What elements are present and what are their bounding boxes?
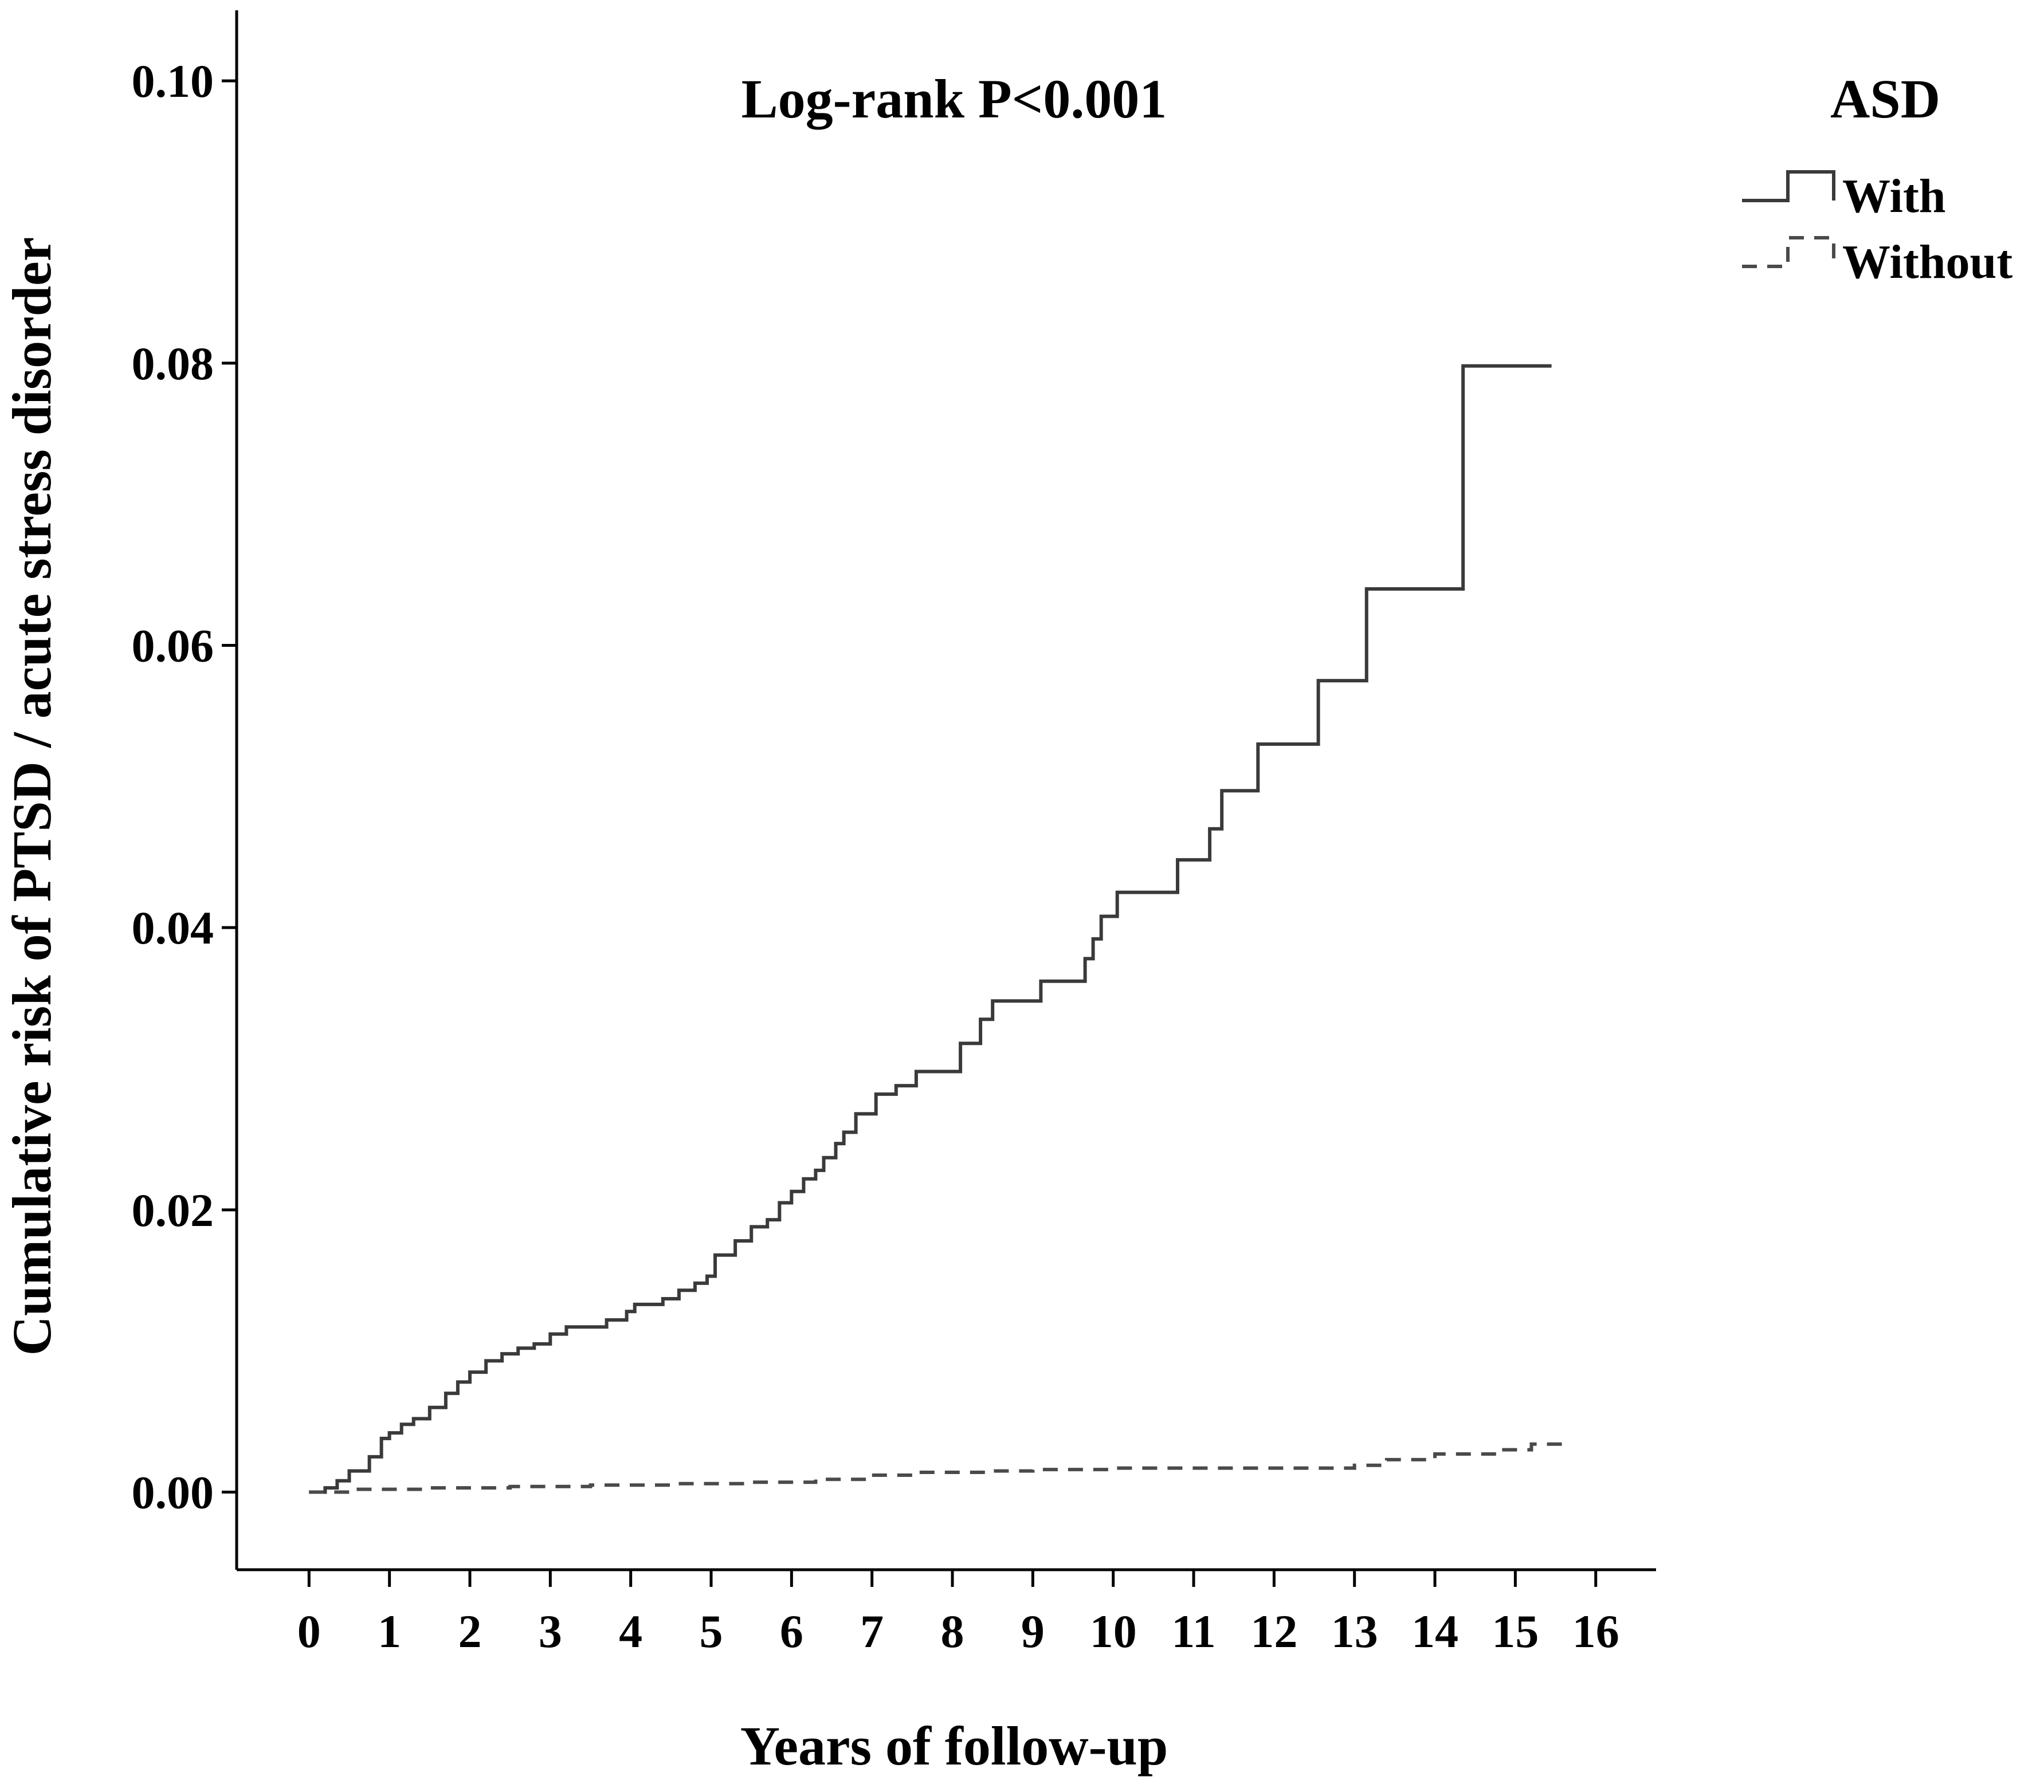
legend-swatch-with [1742, 170, 1835, 202]
x-tick-label: 13 [1331, 1605, 1378, 1657]
x-tick-label: 7 [860, 1605, 884, 1657]
y-tick-label: 0.10 [132, 55, 214, 107]
series-line-without [309, 1442, 1568, 1494]
legend-title: ASD [1830, 68, 1940, 129]
x-tick-label: 16 [1572, 1605, 1619, 1657]
series-line-with [309, 364, 1552, 1494]
log-rank-annotation: Log-rank P<0.001 [742, 68, 1167, 129]
y-tick-label: 0.08 [132, 337, 214, 390]
x-tick-label: 1 [378, 1605, 401, 1657]
x-tick-label: 12 [1250, 1605, 1297, 1657]
axes-layer: 0.000.020.040.060.080.100 1 2 3 4 5 6 7 8 9 10 11 12… [132, 10, 1656, 1657]
y-axis-title: Cumulative risk of PTSD / acute stress d… [1, 237, 62, 1356]
x-tick-label: 0 [297, 1605, 321, 1657]
legend-label-without: Without [1842, 235, 2012, 289]
x-tick-label: 4 [619, 1605, 642, 1657]
x-axis-title: Years of follow-up [740, 1715, 1168, 1777]
x-tick-label: 2 [458, 1605, 481, 1657]
x-tick-label: 3 [539, 1605, 562, 1657]
y-tick-label: 0.02 [132, 1184, 214, 1236]
legend-label-with: With [1842, 170, 1946, 223]
x-tick-label: 14 [1411, 1605, 1458, 1657]
x-tick-label: 11 [1171, 1605, 1215, 1657]
y-tick-label: 0.04 [132, 902, 214, 954]
y-tick-label: 0.00 [132, 1467, 214, 1519]
x-tick-label: 10 [1090, 1605, 1137, 1657]
x-tick-label: 6 [780, 1605, 803, 1657]
legend-swatch-without [1742, 236, 1835, 268]
legend-entries: With Without [1742, 170, 2012, 289]
x-tick-label: 5 [700, 1605, 723, 1657]
legend: ASD With Without [1742, 68, 2012, 289]
x-tick-label: 15 [1492, 1605, 1539, 1657]
x-tick-label: 8 [941, 1605, 964, 1657]
x-tick-label: 9 [1021, 1605, 1045, 1657]
series-layer [309, 364, 1568, 1494]
y-tick-label: 0.06 [132, 620, 214, 672]
